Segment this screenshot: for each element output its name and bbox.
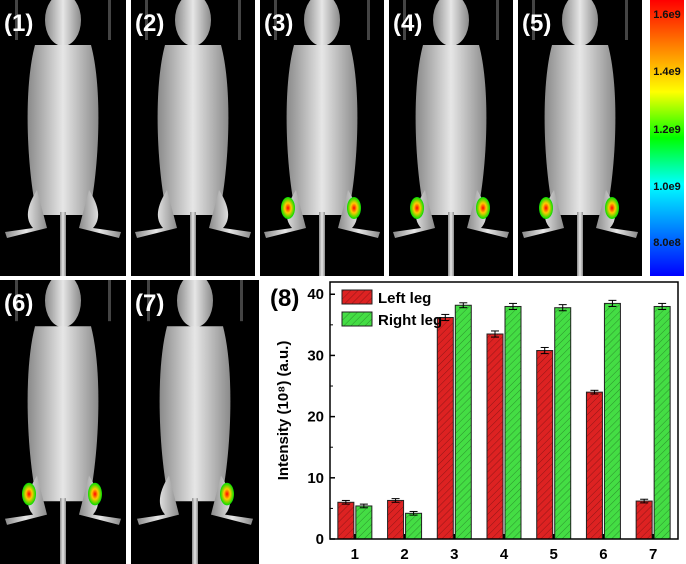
legend-swatch	[341, 289, 373, 305]
legend-swatch	[341, 311, 373, 327]
mouse-image	[5, 0, 121, 276]
error-bar	[391, 498, 400, 503]
left-leg-bar	[585, 391, 603, 540]
error-bar	[540, 346, 549, 355]
left-leg-bar	[536, 350, 554, 540]
colorbar-tick-label: 1.6e9	[653, 9, 681, 21]
mouse-image	[393, 0, 509, 276]
x-tick-label: 4	[500, 546, 509, 563]
mouse-image	[264, 0, 380, 276]
right-leg-bar	[355, 505, 373, 540]
right-leg-fluorescence-spot	[605, 197, 619, 219]
panel-label: (2)	[135, 10, 165, 37]
y-tick-label: 20	[307, 409, 324, 426]
image-panel-7: (7)	[131, 280, 259, 564]
right-leg-bar	[554, 307, 572, 540]
x-tick-label: 2	[400, 546, 408, 563]
left-leg-bar	[486, 333, 504, 540]
error-bar	[558, 304, 567, 312]
error-bar	[409, 510, 418, 516]
y-tick-label: 10	[307, 470, 324, 487]
right-leg-bar	[653, 305, 671, 540]
image-panel-3: (3)	[260, 0, 384, 276]
error-bar	[441, 313, 450, 322]
left-leg-fluorescence-spot	[410, 197, 424, 219]
mouse-image	[522, 0, 638, 276]
colorbar-tick-label: 1.0e9	[653, 181, 681, 193]
error-bar	[509, 302, 517, 311]
panel-label: (6)	[4, 290, 34, 317]
left-leg-bar	[635, 500, 653, 540]
colorbar: 1.6e9 1.4e9 1.2e9 1.0e9 8.0e8	[650, 0, 684, 276]
error-bar	[640, 498, 649, 504]
panel-label: (3)	[264, 10, 294, 37]
left-leg-fluorescence-spot	[539, 197, 553, 219]
error-bar	[658, 302, 667, 311]
x-tick-label: 5	[550, 546, 558, 563]
left-leg-bar	[337, 501, 355, 540]
legend-label: Right leg	[378, 312, 442, 329]
error-bar	[359, 503, 368, 509]
image-panel-2: (2)	[131, 0, 255, 276]
colorbar-tick-label: 1.4e9	[653, 66, 681, 78]
x-tick-label: 6	[599, 546, 607, 563]
error-bar	[491, 330, 499, 338]
panel-label: (1)	[4, 10, 34, 37]
error-bar	[341, 499, 350, 505]
image-panel-4: (4)	[389, 0, 513, 276]
right-leg-bar	[454, 304, 472, 540]
left-leg-fluorescence-spot	[281, 197, 295, 219]
mouse-image	[135, 0, 251, 276]
x-tick-label: 1	[351, 546, 359, 563]
y-tick-label: 0	[316, 531, 324, 548]
right-leg-fluorescence-spot	[88, 482, 102, 506]
image-panel-6: (6)	[0, 280, 126, 564]
colorbar-tick-label: 8.0e8	[653, 237, 681, 249]
colorbar-tick-label: 1.2e9	[653, 124, 681, 136]
left-leg-fluorescence-spot	[22, 482, 36, 506]
legend-label: Left leg	[378, 290, 431, 307]
colorbar-gradient	[650, 0, 684, 276]
right-leg-bar	[504, 305, 522, 540]
error-bar	[608, 299, 617, 307]
image-panel-1: (1)	[0, 0, 126, 276]
y-tick-label: 30	[307, 347, 324, 364]
panel-label: (7)	[135, 290, 165, 317]
x-tick-label: 3	[450, 546, 458, 563]
error-bar	[459, 302, 468, 309]
left-leg-bar	[387, 499, 405, 540]
right-leg-fluorescence-spot	[220, 482, 234, 506]
error-bar	[590, 389, 599, 395]
y-axis-label: Intensity (10⁸) (a.u.)	[275, 341, 292, 481]
chart-panel-label: (8)	[270, 285, 299, 312]
mouse-image	[137, 280, 253, 564]
right-leg-bar	[603, 302, 621, 540]
right-leg-bar	[405, 512, 423, 540]
left-leg-bar	[436, 316, 454, 540]
y-tick-label: 40	[307, 286, 324, 303]
right-leg-fluorescence-spot	[347, 197, 361, 219]
x-tick-label: 7	[649, 546, 657, 563]
image-panel-5: (5)	[518, 0, 642, 276]
panel-label: (5)	[522, 10, 552, 37]
mouse-image	[5, 280, 121, 564]
bar-chart: (8) 0 10 20 30 40 1 2 3 4 5 6 7 Intensity (10⁸) (a.u.…	[270, 281, 679, 563]
panel-label: (4)	[393, 10, 423, 37]
right-leg-fluorescence-spot	[476, 197, 490, 219]
